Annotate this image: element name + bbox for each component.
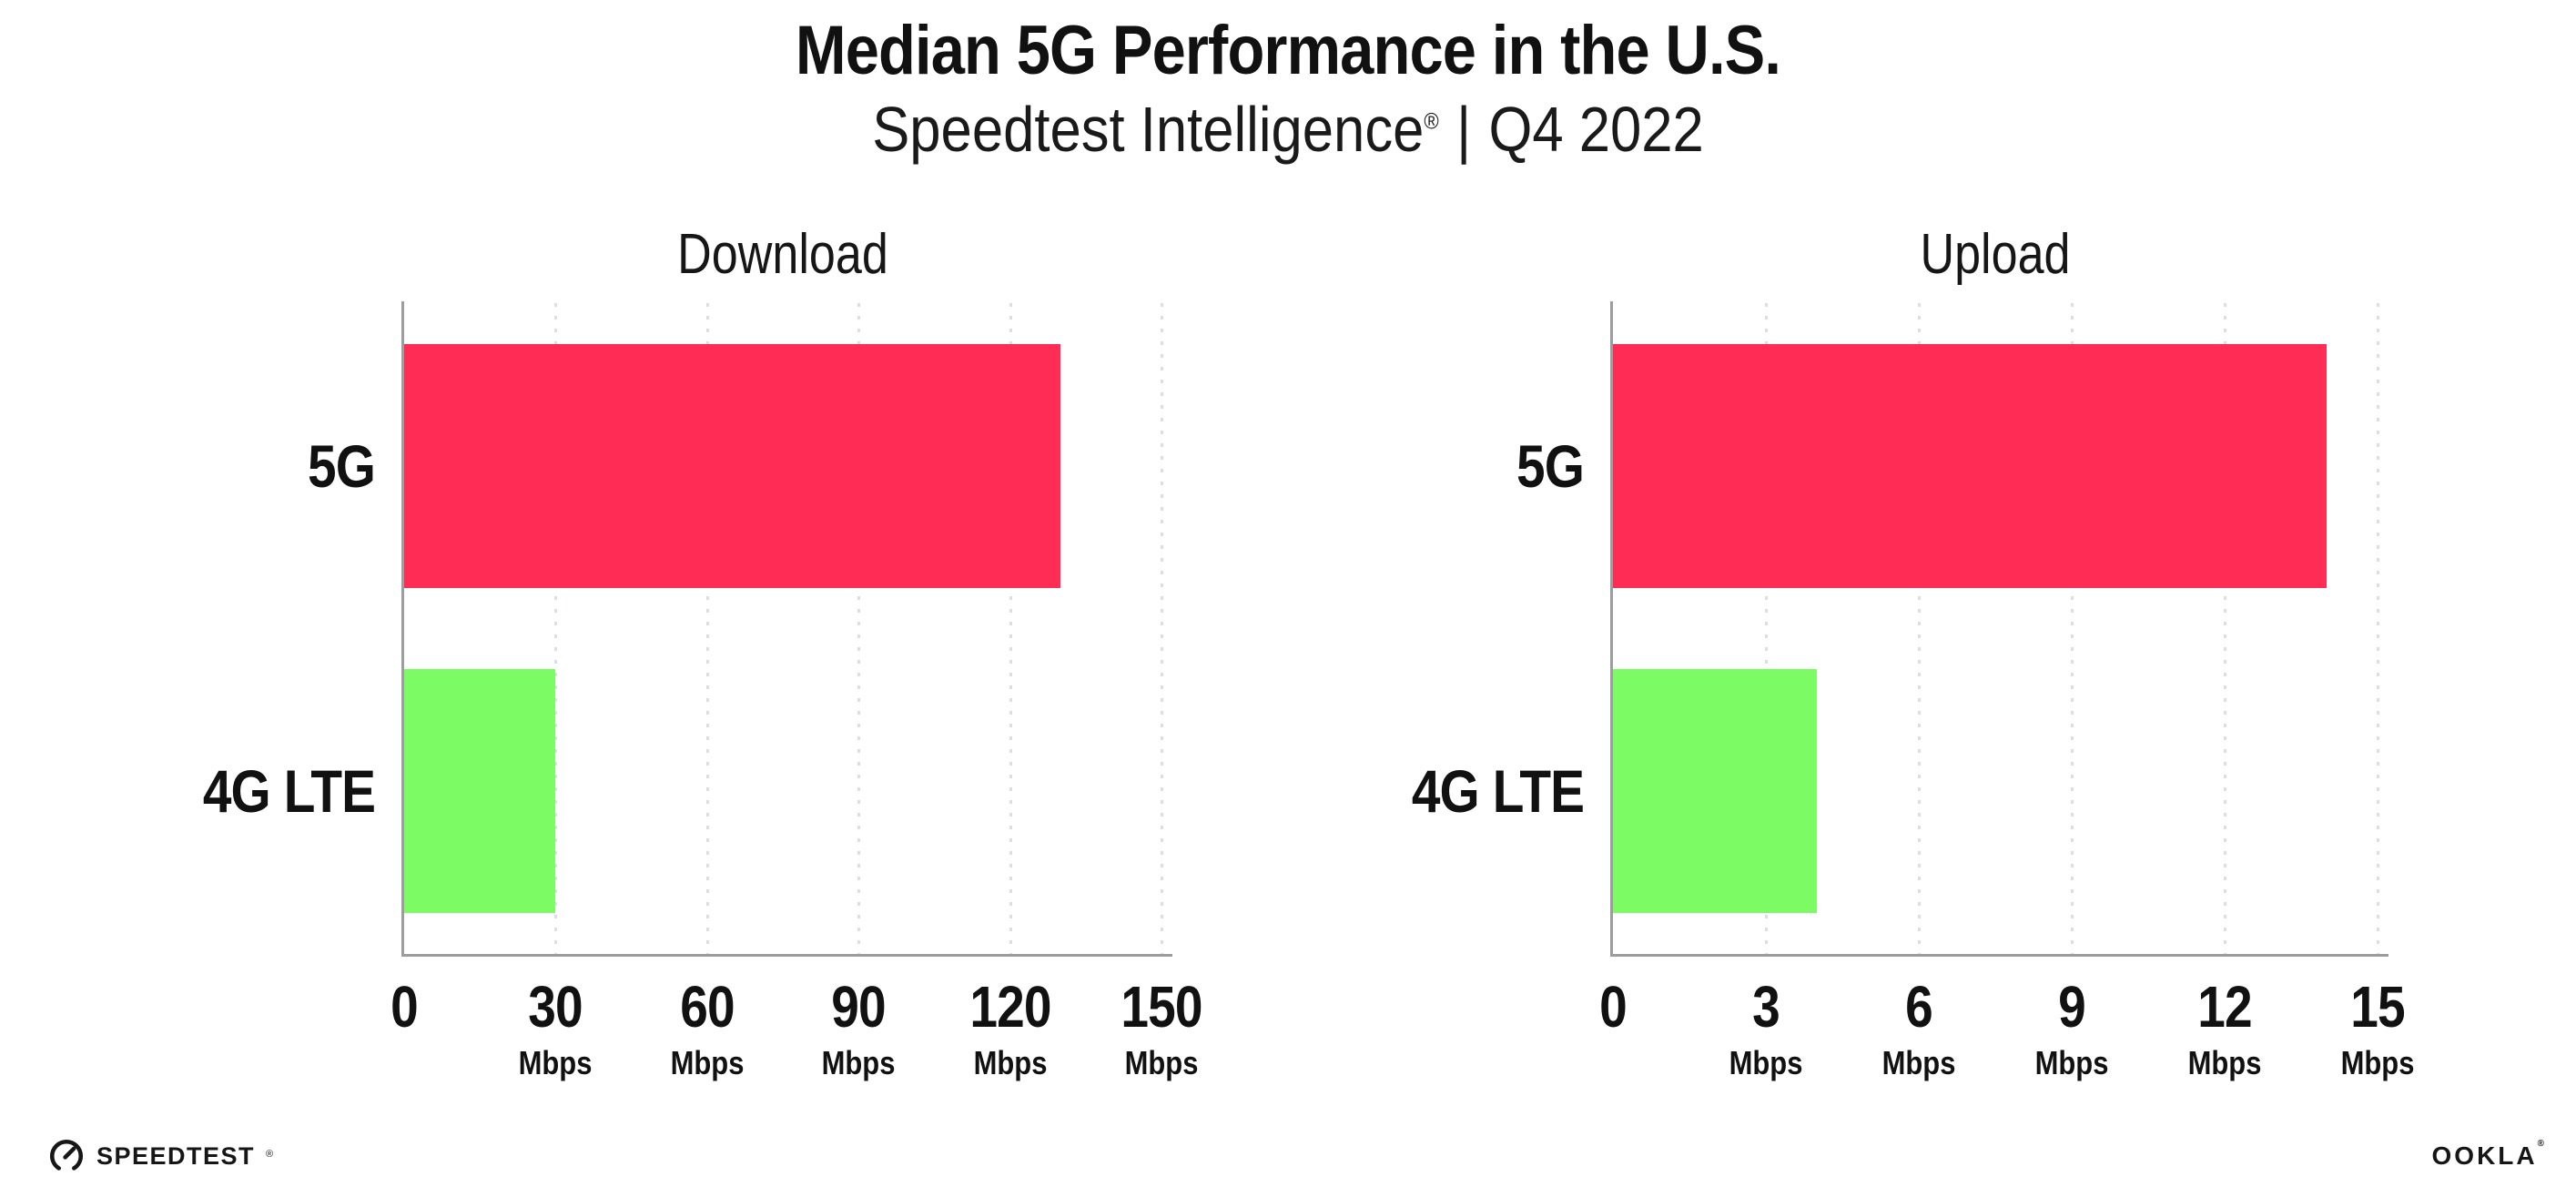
gridline — [1765, 303, 1768, 957]
x-tick-label: 0 — [390, 974, 419, 1040]
x-tick-label: 120 Mbps — [969, 974, 1051, 1081]
speedtest-logo: SPEEDTEST ® — [47, 1136, 273, 1176]
tick-unit: Mbps — [2187, 1044, 2262, 1081]
gridline — [2224, 303, 2226, 957]
x-tick-label: 9 Mbps — [2035, 978, 2109, 1080]
x-tick-label: 90 Mbps — [822, 978, 896, 1080]
plot-area-upload — [1610, 301, 2388, 957]
tick-value: 30 — [528, 974, 583, 1040]
ookla-logo: OOKLA® — [2431, 1139, 2547, 1171]
chart-subtitle: Speedtest Intelligence® | Q4 2022 — [155, 93, 2421, 166]
gridline — [1918, 303, 1921, 957]
x-tick-label: 0 — [1599, 974, 1628, 1040]
speedtest-gauge-icon — [49, 1139, 84, 1173]
tick-unit: Mbps — [2340, 1044, 2415, 1081]
tick-value: 12 — [2197, 974, 2252, 1040]
tick-unit: Mbps — [670, 1044, 745, 1081]
bar-5g — [404, 344, 1061, 588]
x-tick-label: 3 Mbps — [1729, 978, 1803, 1080]
tick-unit: Mbps — [1124, 1044, 1199, 1081]
x-tick-label: 15 Mbps — [2341, 978, 2415, 1080]
registered-symbol: ® — [1424, 108, 1439, 135]
tick-unit: Mbps — [821, 1044, 896, 1081]
tick-value: 6 — [1905, 974, 1933, 1040]
bar-4g-lte — [404, 669, 556, 913]
tick-value: 3 — [1752, 974, 1780, 1040]
speedtest-wordmark: SPEEDTEST — [96, 1141, 256, 1170]
x-tick-label: 6 Mbps — [1882, 978, 1956, 1080]
category-label-5g: 5G — [307, 432, 376, 500]
tick-unit: Mbps — [973, 1044, 1048, 1081]
ookla-registered-symbol: ® — [2537, 1139, 2547, 1149]
tick-unit: Mbps — [518, 1044, 593, 1081]
tick-value: 90 — [831, 974, 886, 1040]
subplot-title-upload: Upload — [1920, 223, 2071, 286]
tick-value: 120 — [969, 974, 1051, 1040]
tick-value: 0 — [1599, 974, 1628, 1040]
x-axis-download: 0 30 Mbps 60 Mbps 90 Mbps 120 Mbps 150 Mbps — [390, 974, 1202, 1114]
gridline — [857, 303, 861, 957]
subplot-title-download: Download — [677, 223, 888, 286]
plot-area-download — [401, 301, 1172, 957]
gridline — [1161, 303, 1163, 957]
subtitle-separator: | — [1456, 94, 1472, 165]
speedtest-trademark-symbol: ® — [266, 1149, 274, 1160]
bar-4g-lte — [1613, 669, 1817, 913]
tick-value: 9 — [2058, 974, 2086, 1040]
tick-value: 15 — [2350, 974, 2405, 1040]
tick-unit: Mbps — [1881, 1044, 1956, 1081]
subtitle-product: Speedtest Intelligence — [872, 94, 1425, 165]
gridline — [705, 303, 709, 957]
chart-title: Median 5G Performance in the U.S. — [795, 12, 1781, 89]
tick-unit: Mbps — [2034, 1044, 2109, 1081]
bar-5g — [1613, 344, 2327, 588]
category-label-5g: 5G — [1516, 432, 1585, 500]
tick-value: 0 — [390, 974, 419, 1040]
tick-value: 150 — [1121, 974, 1202, 1040]
gridline — [554, 303, 558, 957]
x-tick-label: 150 Mbps — [1121, 978, 1202, 1080]
category-label-4g-lte: 4G LTE — [202, 757, 376, 825]
gridline — [1009, 303, 1012, 957]
x-axis-upload: 0 3 Mbps 6 Mbps 9 Mbps 12 Mbps 15 Mbps — [1599, 978, 2414, 1114]
x-tick-label: 30 Mbps — [519, 978, 593, 1080]
gridline — [2377, 303, 2379, 957]
x-tick-label: 60 Mbps — [670, 978, 744, 1080]
tick-value: 60 — [680, 974, 735, 1040]
upload-chart: Upload 0 3 Mbps 6 Mbps 9 Mbps 12 Mbps 15 Mbps 5G 4G… — [1412, 223, 2415, 1080]
gridline — [2071, 303, 2074, 957]
subtitle-period: Q4 2022 — [1488, 94, 1704, 165]
category-label-4g-lte: 4G LTE — [1411, 757, 1585, 825]
download-chart: Download 0 30 Mbps 60 Mbps 90 Mbps 120 Mbps 150 Mb… — [203, 223, 1203, 1080]
tick-unit: Mbps — [1729, 1044, 1803, 1081]
x-tick-label: 12 Mbps — [2188, 978, 2262, 1080]
ookla-wordmark: OOKLA — [2431, 1141, 2538, 1170]
